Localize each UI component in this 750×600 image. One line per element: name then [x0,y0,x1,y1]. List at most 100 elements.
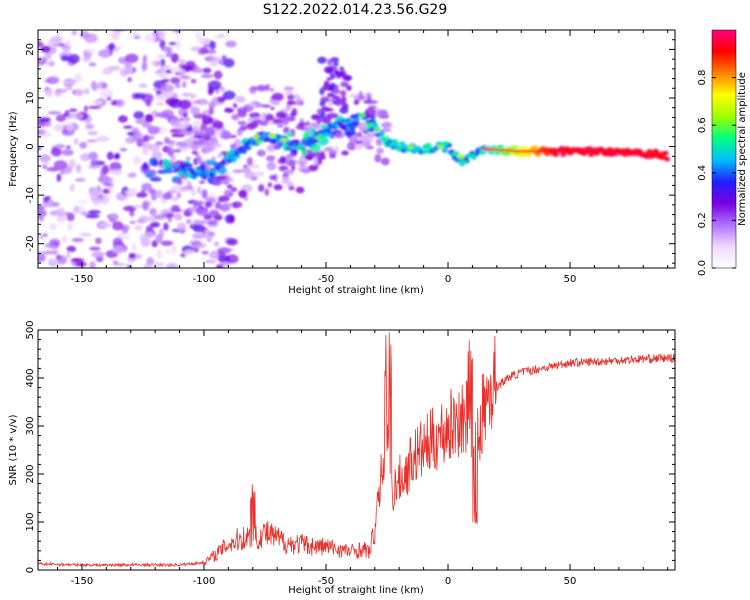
spectral-blob [286,161,294,167]
spectral-blob [119,68,128,77]
spectral-blob [279,156,287,164]
spectral-blob [61,129,75,136]
spectral-blob [193,242,207,249]
spectral-blob [270,106,275,110]
spectral-blob [224,108,235,113]
spectral-blob [47,111,62,115]
colorbar-tick-label: 0.0 [697,260,708,276]
spectral-blob [333,62,339,67]
spectral-blob [204,229,210,238]
spectral-blob [101,82,108,89]
spectral-blob [162,194,172,200]
spectral-blob [163,222,169,231]
spectral-blob [145,172,154,178]
spectral-blob [643,154,650,160]
spectral-blob [57,217,62,223]
spectral-blob [60,55,70,62]
spectral-blob [163,167,171,174]
spectral-blob [223,58,235,68]
spectral-blob [366,100,379,104]
spectral-blob [291,107,298,117]
spectral-blob [183,116,191,123]
spectral-blob [313,156,318,165]
spectral-blob [249,164,260,169]
spectral-blob [90,192,100,202]
spectral-blob [202,115,214,125]
spectral-blob [193,200,205,205]
spectral-blob [91,251,105,258]
spectral-blob [268,133,276,139]
spectral-blob [126,264,132,268]
colorbar-tick-label: 0.4 [697,165,708,181]
spectral-blob [146,257,154,266]
spectral-blob [220,86,225,92]
spectral-blob [65,145,71,149]
spectral-blob [295,98,301,106]
spectral-blob [237,120,247,126]
spectral-blob [141,148,150,155]
spectral-blob [73,138,79,145]
spectral-blob [102,188,110,195]
spectral-blob [206,129,212,133]
spectral-blob [40,202,54,208]
spectral-blob [90,158,98,167]
spectral-blob [288,186,295,191]
spectral-blob [373,126,381,132]
spectral-blob [171,244,176,254]
snr-x-tick-label: -100 [193,576,216,587]
spectral-blob [340,89,347,98]
spectral-blob [331,75,336,80]
spectral-blob [113,262,127,267]
spectrogram-x-tick-label: 50 [564,274,577,285]
spectral-blob [273,184,283,191]
spectral-blob [284,89,293,96]
spectral-blob [217,195,225,203]
spectral-blob [53,160,68,170]
spectral-blob [116,99,125,108]
spectral-blob [179,75,191,80]
spectral-blob [381,121,393,129]
spectral-blob [43,122,53,127]
spectral-blob [132,31,140,37]
spectral-blob [332,101,338,105]
spectral-blob [535,152,542,157]
spectral-blob [339,107,349,114]
spectral-blob [39,234,44,239]
spectral-blob [358,90,363,99]
spectral-blob [85,49,97,54]
spectral-blob [158,30,167,40]
spectral-blob [175,40,182,50]
spectral-blob [376,147,384,155]
spectral-blob [165,212,174,219]
spectral-blob [226,184,233,189]
spectral-blob [341,150,349,156]
spectral-blob [106,151,114,161]
spectral-blob [88,151,98,160]
spectral-blob [526,152,533,157]
snr-frame [37,329,676,571]
spectral-blob [145,136,155,140]
spectral-blob [228,177,235,182]
spectral-blob [92,99,103,105]
spectral-blob [328,101,333,107]
spectral-blob [38,146,42,151]
spectral-blob [155,102,165,106]
figure-title: S122.2022.014.23.56.G29 [263,2,448,18]
spectral-blob [200,73,214,79]
spectral-blob [192,120,201,129]
spectral-blob [276,124,284,128]
spectral-blob [150,59,156,66]
spectral-blob [177,59,187,64]
spectral-blob [161,78,170,83]
spectral-blob [253,171,265,176]
spectral-blob [345,74,351,82]
spectral-blob [212,178,218,184]
spectral-blob [43,196,49,204]
spectrogram-x-tick-label: 0 [445,274,451,285]
spectral-blob [253,119,262,123]
spectral-blob [200,148,210,154]
spectral-blob [211,143,223,148]
spectral-blob [307,164,318,172]
spectral-blob [271,92,284,102]
spectral-blob [235,95,246,103]
